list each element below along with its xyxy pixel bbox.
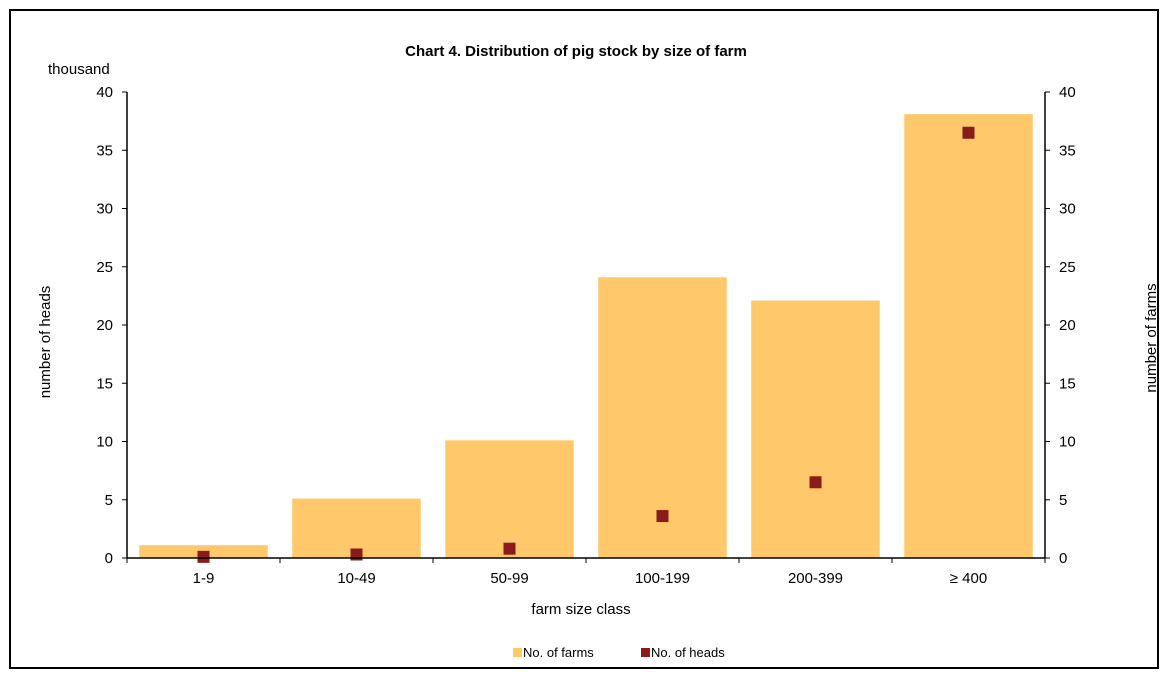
marker-0 — [197, 550, 210, 563]
left-tick-label-1: 5 — [105, 492, 113, 509]
marker-3 — [656, 510, 669, 523]
marker-5 — [962, 126, 975, 139]
right-tick-label-0: 0 — [1059, 550, 1067, 567]
x-tick-label-0: 1-9 — [193, 570, 215, 587]
x-tick-label-5: ≥ 400 — [950, 570, 987, 587]
bar-4 — [751, 300, 880, 558]
left-tick-label-6: 30 — [96, 201, 113, 218]
right-axis-title: number of farms — [1143, 283, 1160, 392]
x-tick-label-4: 200-399 — [788, 570, 843, 587]
right-tick-label-8: 40 — [1059, 84, 1076, 101]
left-tick-label-8: 40 — [96, 84, 113, 101]
right-tick-label-2: 10 — [1059, 434, 1076, 451]
marker-4 — [809, 476, 822, 489]
legend-swatch-farms — [513, 648, 522, 657]
bars-group — [139, 114, 1033, 558]
left-tick-label-7: 35 — [96, 142, 113, 159]
right-tick-label-3: 15 — [1059, 375, 1076, 392]
x-tick-label-2: 50-99 — [490, 570, 528, 587]
x-axis-title: farm size class — [531, 601, 630, 618]
left-tick-label-0: 0 — [105, 550, 113, 567]
right-tick-label-4: 20 — [1059, 317, 1076, 334]
right-tick-label-7: 35 — [1059, 142, 1076, 159]
x-tick-label-3: 100-199 — [635, 570, 690, 587]
marker-2 — [503, 542, 516, 555]
legend: No. of farms No. of heads — [513, 645, 725, 660]
bar-5 — [904, 114, 1033, 558]
left-tick-label-4: 20 — [96, 317, 113, 334]
left-tick-label-2: 10 — [96, 434, 113, 451]
legend-swatch-heads — [641, 648, 650, 657]
right-tick-label-6: 30 — [1059, 201, 1076, 218]
legend-label-farms: No. of farms — [523, 645, 594, 660]
axes-group: 0 0 5 5 10 10 15 15 20 20 25 25 30 30 35 35 40 40 1-9 10-49… — [96, 84, 1075, 587]
markers-group — [197, 126, 975, 563]
left-tick-label-3: 15 — [96, 375, 113, 392]
bar-1 — [292, 498, 421, 558]
x-tick-label-1: 10-49 — [337, 570, 375, 587]
bar-2 — [445, 440, 574, 558]
right-tick-label-1: 5 — [1059, 492, 1067, 509]
left-axis-title: number of heads — [37, 286, 54, 399]
chart-title: Chart 4. Distribution of pig stock by si… — [405, 43, 747, 60]
left-tick-label-5: 25 — [96, 259, 113, 276]
right-tick-label-5: 25 — [1059, 259, 1076, 276]
unit-label: thousand — [48, 61, 110, 78]
legend-label-heads: No. of heads — [651, 645, 725, 660]
